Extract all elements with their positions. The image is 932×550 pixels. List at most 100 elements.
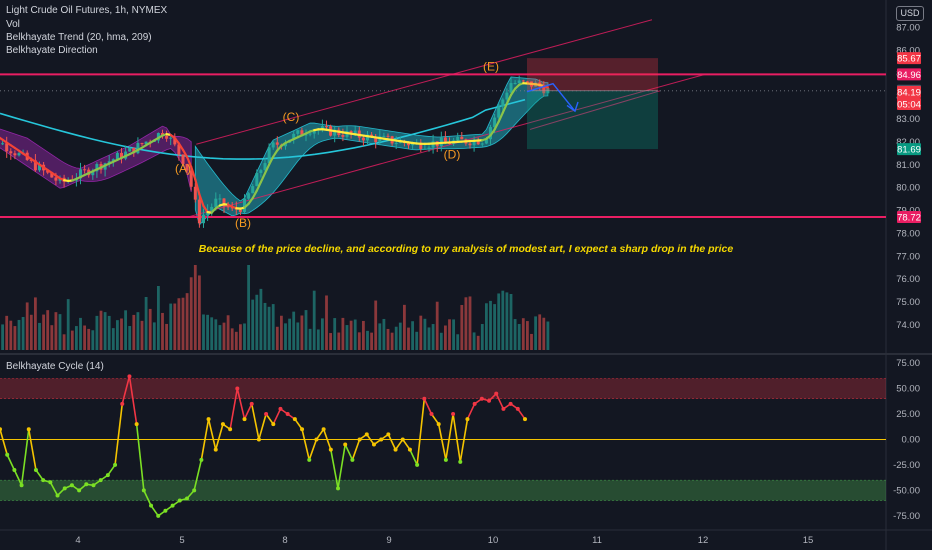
volume-bar bbox=[304, 310, 308, 350]
price-axis-tick: 74.00 bbox=[896, 320, 920, 331]
hma-segment bbox=[501, 102, 508, 114]
volume-bar bbox=[198, 275, 201, 350]
cycle-segment bbox=[351, 439, 361, 461]
cycle-segment bbox=[6, 454, 16, 471]
cycle-point bbox=[501, 406, 506, 411]
candle-body bbox=[218, 198, 222, 200]
cycle-point bbox=[69, 483, 74, 488]
candle-body bbox=[493, 117, 497, 128]
cycle-segment bbox=[423, 398, 433, 415]
candle-body bbox=[517, 80, 521, 84]
cycle-segment bbox=[236, 388, 246, 420]
cycle-segment bbox=[229, 388, 239, 430]
candle-body bbox=[411, 143, 415, 146]
candle-body bbox=[443, 137, 447, 142]
volume-bar bbox=[144, 296, 148, 350]
volume-bar bbox=[218, 325, 222, 350]
volume-legend[interactable]: Vol bbox=[6, 19, 20, 30]
cycle-point bbox=[5, 452, 10, 457]
cycle-axis-tick: -75.00 bbox=[893, 511, 920, 522]
cycle-segment bbox=[322, 429, 332, 450]
volume-bar bbox=[17, 319, 21, 350]
candle-body bbox=[419, 142, 423, 150]
cycle-segment bbox=[27, 429, 37, 471]
volume-bar bbox=[128, 326, 132, 350]
volume-bar bbox=[480, 324, 484, 350]
hma-segment bbox=[194, 178, 201, 196]
countdown-box bbox=[897, 97, 921, 110]
cycle-point bbox=[48, 480, 53, 485]
cycle-point bbox=[77, 488, 82, 493]
price-axis-tick: 83.00 bbox=[896, 114, 920, 125]
trend-legend[interactable]: Belkhayate Trend (20, hma, 209) bbox=[6, 32, 152, 43]
cycle-point bbox=[321, 427, 326, 432]
price-label-text: 85.67 bbox=[897, 54, 921, 65]
cycle-segment bbox=[495, 393, 505, 410]
price-axis-tick: 80.00 bbox=[896, 183, 920, 194]
cycle-point bbox=[292, 417, 297, 422]
volume-bar bbox=[300, 315, 304, 350]
volume-bar bbox=[136, 312, 140, 350]
volume-bar bbox=[34, 297, 37, 350]
candle-body bbox=[341, 134, 345, 137]
cycle-segment bbox=[459, 418, 469, 462]
candle-body bbox=[497, 106, 501, 118]
volume-bar bbox=[435, 301, 439, 350]
price-label-box bbox=[897, 143, 921, 156]
cycle-point bbox=[371, 442, 376, 447]
cycle-point bbox=[134, 422, 139, 427]
volume-bar bbox=[546, 321, 550, 350]
time-axis-tick: 12 bbox=[698, 535, 709, 546]
cycle-point bbox=[0, 427, 2, 432]
candle-body bbox=[489, 127, 492, 140]
volume-bar bbox=[173, 303, 177, 350]
cycle-point bbox=[271, 422, 276, 427]
cycle-point bbox=[472, 401, 477, 406]
candle-body bbox=[165, 135, 169, 139]
volume-bar bbox=[308, 328, 312, 350]
volume-bar bbox=[374, 300, 378, 350]
volume-bar bbox=[157, 285, 160, 350]
time-axis-tick: 11 bbox=[592, 535, 602, 546]
hma-segment bbox=[505, 93, 513, 105]
candle-body bbox=[185, 163, 189, 171]
candle-body bbox=[83, 169, 87, 171]
analysis-annotation: Because of the price decline, and accord… bbox=[198, 243, 734, 255]
candle-body bbox=[9, 151, 13, 154]
candle-body bbox=[476, 140, 480, 145]
volume-bar bbox=[116, 320, 119, 350]
volume-bar bbox=[370, 332, 373, 350]
volume-bar bbox=[9, 320, 13, 350]
cycle-segment bbox=[214, 423, 224, 450]
wave-label: (B) bbox=[235, 216, 251, 230]
countdown-text: 05:04 bbox=[897, 99, 921, 110]
volume-bar bbox=[530, 333, 533, 350]
volume-bar bbox=[329, 333, 332, 350]
volume-bar bbox=[526, 321, 529, 350]
cycle-legend[interactable]: Belkhayate Cycle (14) bbox=[6, 361, 104, 372]
currency-badge[interactable]: USD bbox=[896, 6, 924, 21]
candle-body bbox=[366, 134, 369, 141]
cycle-axis-tick: 75.00 bbox=[896, 358, 920, 369]
volume-bar bbox=[42, 314, 45, 350]
cycle-point bbox=[314, 437, 319, 442]
cycle-point bbox=[170, 503, 175, 508]
time-axis-tick: 4 bbox=[75, 535, 80, 546]
candle-body bbox=[267, 147, 271, 164]
direction-legend[interactable]: Belkhayate Direction bbox=[6, 45, 98, 56]
volume-bar bbox=[472, 332, 476, 350]
candle-body bbox=[128, 147, 132, 152]
volume-bar bbox=[321, 318, 324, 350]
volume-bar bbox=[403, 304, 406, 350]
symbol-title[interactable]: Light Crude Oil Futures, 1h, NYMEX bbox=[6, 5, 168, 16]
cycle-point bbox=[156, 513, 161, 518]
candle-body bbox=[542, 86, 546, 94]
cycle-segment bbox=[200, 418, 210, 460]
volume-bar bbox=[513, 319, 517, 350]
candle-body bbox=[177, 144, 181, 155]
cycle-axis-tick: 25.00 bbox=[896, 409, 920, 420]
cycle-segment bbox=[344, 444, 354, 461]
wave-label: (C) bbox=[283, 110, 300, 124]
cycle-segment bbox=[272, 408, 282, 425]
